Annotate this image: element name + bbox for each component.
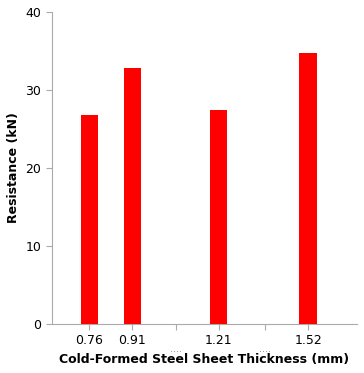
Bar <box>300 53 317 324</box>
Text: ....: .... <box>259 344 271 354</box>
Bar <box>80 115 98 324</box>
Text: ....: .... <box>170 344 182 354</box>
X-axis label: Cold-Formed Steel Sheet Thickness (mm): Cold-Formed Steel Sheet Thickness (mm) <box>59 353 349 366</box>
Y-axis label: Resistance (kN): Resistance (kN) <box>7 113 20 223</box>
Bar <box>124 68 141 324</box>
Bar <box>210 110 228 324</box>
